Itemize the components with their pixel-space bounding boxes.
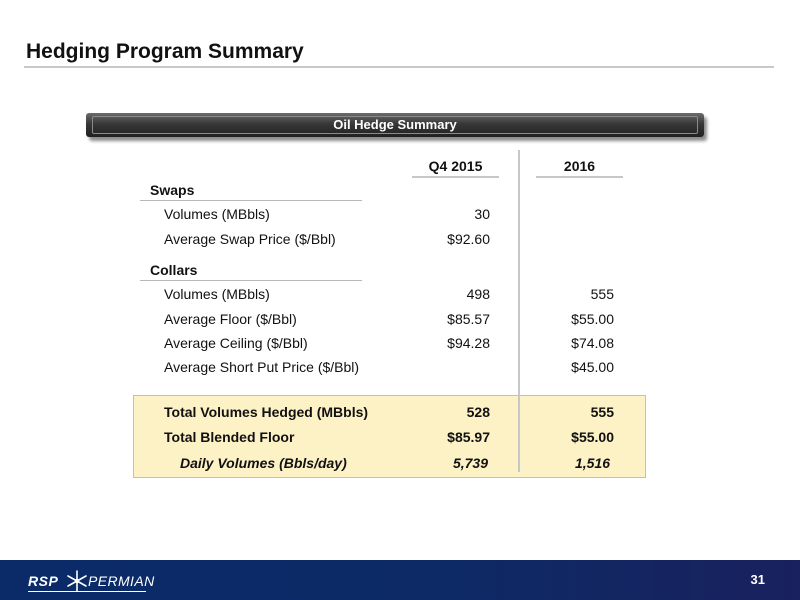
cell-2016: 1,516 xyxy=(574,455,610,471)
cell-2016: 555 xyxy=(590,286,614,302)
totals-highlight-box xyxy=(133,395,646,478)
cell-q4-2015: 498 xyxy=(466,286,490,302)
row-label: Average Swap Price ($/Bbl) xyxy=(164,231,336,247)
cell-2016: $45.00 xyxy=(571,359,614,375)
logo-underline xyxy=(28,591,146,592)
column-divider xyxy=(518,150,520,472)
logo-text-permian: PERMIAN xyxy=(88,573,155,589)
column-header-underline-q4-2015 xyxy=(412,176,499,178)
section-underline-collars xyxy=(140,280,362,281)
cell-2016: $74.08 xyxy=(571,335,614,351)
page-number: 31 xyxy=(750,572,765,587)
cell-q4-2015: 30 xyxy=(474,206,490,222)
footer-bar: RSP PERMIAN 31 xyxy=(0,560,800,600)
cell-q4-2015: $92.60 xyxy=(447,231,490,247)
row-label: Total Blended Floor xyxy=(164,429,295,445)
cell-2016: $55.00 xyxy=(571,311,614,327)
column-header-2016: 2016 xyxy=(563,158,596,174)
row-label: Average Short Put Price ($/Bbl) xyxy=(164,359,360,375)
slide-title: Hedging Program Summary xyxy=(26,40,304,63)
section-heading-swaps: Swaps xyxy=(150,182,195,198)
cell-q4-2015: 528 xyxy=(466,404,490,420)
star-icon xyxy=(67,570,87,592)
row-label: Average Floor ($/Bbl) xyxy=(164,311,297,327)
section-underline-swaps xyxy=(140,200,362,201)
column-header-underline-2016 xyxy=(536,176,623,178)
row-label: Total Volumes Hedged (MBbls) xyxy=(164,404,369,420)
cell-2016: $55.00 xyxy=(571,429,614,445)
row-label: Daily Volumes (Bbls/day) xyxy=(180,455,347,471)
logo-text-rsp: RSP xyxy=(28,573,59,589)
title-divider xyxy=(24,66,774,68)
banner-title: Oil Hedge Summary xyxy=(333,117,457,132)
section-heading-collars: Collars xyxy=(150,262,198,278)
row-label: Volumes (MBbls) xyxy=(164,206,270,222)
row-label: Average Ceiling ($/Bbl) xyxy=(164,335,308,351)
cell-q4-2015: $85.57 xyxy=(447,311,490,327)
row-label: Volumes (MBbls) xyxy=(164,286,270,302)
cell-q4-2015: $85.97 xyxy=(447,429,490,445)
banner-frame xyxy=(92,116,698,134)
cell-q4-2015: 5,739 xyxy=(452,455,488,471)
column-header-q4-2015: Q4 2015 xyxy=(428,158,483,174)
table-banner: Oil Hedge Summary xyxy=(86,113,704,137)
cell-q4-2015: $94.28 xyxy=(447,335,490,351)
cell-2016: 555 xyxy=(590,404,614,420)
